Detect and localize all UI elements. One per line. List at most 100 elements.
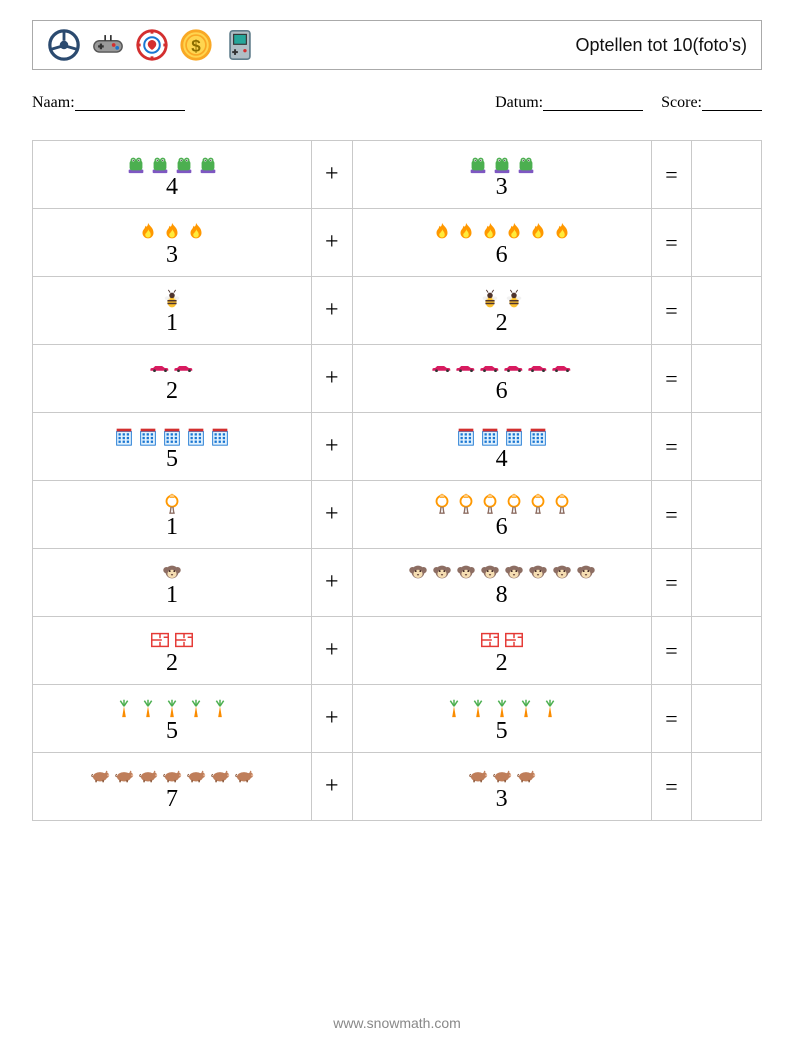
- car-icon: [551, 357, 573, 379]
- building-icon: [161, 425, 183, 447]
- operand-b-value: 6: [496, 379, 508, 403]
- operand-a-value: 1: [166, 311, 178, 335]
- monkey-icon: [551, 561, 573, 583]
- answer-cell[interactable]: [692, 685, 762, 753]
- answer-cell[interactable]: [692, 549, 762, 617]
- operand-b-cell: 6: [352, 481, 651, 549]
- answer-cell[interactable]: [692, 481, 762, 549]
- answer-cell[interactable]: [692, 617, 762, 685]
- car-icon: [431, 357, 453, 379]
- fire-icon: [503, 221, 525, 243]
- operand-a-value: 5: [166, 447, 178, 471]
- score-label: Score:: [661, 94, 702, 112]
- table-row: 2+6=: [33, 345, 762, 413]
- ring-icon: [527, 493, 549, 515]
- equals-cell: =: [651, 209, 692, 277]
- answer-cell[interactable]: [692, 141, 762, 209]
- operand-b-value: 3: [496, 787, 508, 811]
- pig-icon: [209, 765, 231, 787]
- operand-a-value: 3: [166, 243, 178, 267]
- carrot-icon: [209, 697, 231, 719]
- frog-icon: [125, 153, 147, 175]
- operand-b-value: 8: [496, 583, 508, 607]
- monkey-icon: [503, 561, 525, 583]
- table-row: 1+2=: [33, 277, 762, 345]
- operand-b-cell: 3: [352, 753, 651, 821]
- equals-cell: =: [651, 481, 692, 549]
- equals-cell: =: [651, 141, 692, 209]
- car-icon: [479, 357, 501, 379]
- equals-cell: =: [651, 413, 692, 481]
- answer-cell[interactable]: [692, 209, 762, 277]
- plus-cell: +: [312, 413, 353, 481]
- operand-b-cell: 6: [352, 209, 651, 277]
- operand-a-cell: 1: [33, 549, 312, 617]
- monkey-icon: [575, 561, 597, 583]
- ring-icon: [503, 493, 525, 515]
- operand-b-value: 5: [496, 719, 508, 743]
- table-row: 3 +6 =: [33, 209, 762, 277]
- car-icon: [149, 357, 171, 379]
- maze-icon: [503, 629, 525, 651]
- frog-icon: [173, 153, 195, 175]
- date-blank[interactable]: [543, 96, 643, 111]
- score-blank[interactable]: [702, 96, 762, 111]
- operand-a-cell: 5: [33, 413, 312, 481]
- monkey-icon: [407, 561, 429, 583]
- carrot-icon: [137, 697, 159, 719]
- plus-cell: +: [312, 277, 353, 345]
- operand-b-cell: 2: [352, 277, 651, 345]
- building-icon: [209, 425, 231, 447]
- building-icon: [503, 425, 525, 447]
- operand-b-value: 6: [496, 515, 508, 539]
- operand-a-cell: 7: [33, 753, 312, 821]
- carrot-icon: [185, 697, 207, 719]
- meta-row: Naam: Datum: Score:: [32, 94, 762, 112]
- page-title: Optellen tot 10(foto's): [575, 35, 747, 56]
- table-row: 4+3=: [33, 141, 762, 209]
- carrot-icon: [443, 697, 465, 719]
- steering-wheel-icon: [47, 28, 81, 62]
- operand-a-value: 7: [166, 787, 178, 811]
- operand-a-value: 1: [166, 515, 178, 539]
- plus-cell: +: [312, 481, 353, 549]
- pig-icon: [467, 765, 489, 787]
- operand-b-cell: 2: [352, 617, 651, 685]
- answer-cell[interactable]: [692, 413, 762, 481]
- frog-icon: [467, 153, 489, 175]
- bee-icon: [479, 289, 501, 311]
- equals-cell: =: [651, 617, 692, 685]
- plus-cell: +: [312, 549, 353, 617]
- plus-cell: +: [312, 209, 353, 277]
- table-row: 5+5=: [33, 685, 762, 753]
- answer-cell[interactable]: [692, 345, 762, 413]
- monkey-icon: [527, 561, 549, 583]
- monkey-icon: [455, 561, 477, 583]
- operand-b-value: 2: [496, 651, 508, 675]
- name-blank[interactable]: [75, 96, 185, 111]
- frog-icon: [491, 153, 513, 175]
- car-icon: [173, 357, 195, 379]
- operand-a-cell: 1: [33, 277, 312, 345]
- table-row: 2+2=: [33, 617, 762, 685]
- answer-cell[interactable]: [692, 277, 762, 345]
- operand-b-value: 6: [496, 243, 508, 267]
- operand-b-cell: 3: [352, 141, 651, 209]
- poker-chip-icon: [135, 28, 169, 62]
- pig-icon: [491, 765, 513, 787]
- answer-cell[interactable]: [692, 753, 762, 821]
- frog-icon: [197, 153, 219, 175]
- pig-icon: [137, 765, 159, 787]
- gameboy-icon: [223, 28, 257, 62]
- fire-icon: [185, 221, 207, 243]
- maze-icon: [479, 629, 501, 651]
- carrot-icon: [491, 697, 513, 719]
- date-label: Datum:: [495, 94, 543, 112]
- operand-a-value: 1: [166, 583, 178, 607]
- header-icon-row: [47, 28, 257, 62]
- monkey-icon: [161, 561, 183, 583]
- operand-a-cell: 3: [33, 209, 312, 277]
- equals-cell: =: [651, 753, 692, 821]
- car-icon: [503, 357, 525, 379]
- fire-icon: [137, 221, 159, 243]
